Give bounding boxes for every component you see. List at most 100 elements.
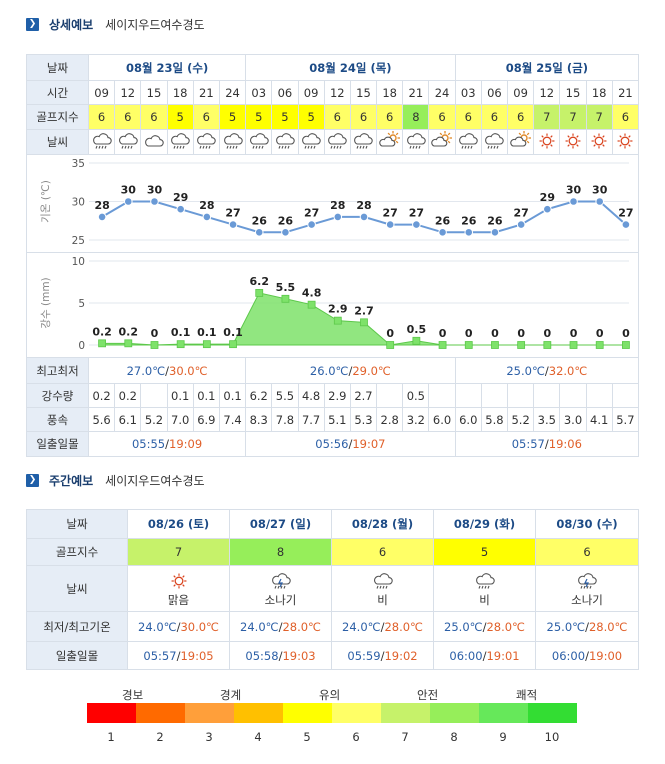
wind-cell: 7.7 [297,407,325,432]
rainfall-cell [585,383,613,408]
rain-cloud-icon [192,129,220,155]
separator: / [165,437,169,451]
separator: / [380,648,385,663]
rain-cloud-icon [114,129,142,155]
min-temp: 24.0℃ [240,619,279,634]
separator: / [585,648,589,663]
time-cell: 09 [507,80,535,105]
sun-cloud-icon [507,129,535,155]
weekly-minmax-cell: 25.0℃/28.0℃ [535,611,639,642]
sun-cloud-icon [376,129,404,155]
legend-color-swatch [234,703,283,723]
weekly-day-header: 08/27 (일) [229,509,332,539]
temperature-data-label: 26 [461,214,477,227]
rainfall-data-label: 0 [517,327,525,340]
chevron-right-icon: ❯ [26,17,39,31]
rainfall-point [464,341,473,349]
temperature-point [595,197,605,206]
detail-section-header: ❯ 상세예보 세이지우드여수경도 [26,15,205,33]
weekly-sun-cell: 05:57/19:05 [127,641,230,670]
time-cell: 15 [140,80,168,105]
weekly-minmax-cell: 24.0℃/30.0℃ [127,611,230,642]
rainfall-point [386,341,395,349]
day-header: 08월 25일 (금) [454,54,640,81]
rainfall-point [202,340,211,349]
rain-cloud-icon [480,129,509,155]
sun-icon [585,129,613,155]
golf-index-cell: 6 [323,104,351,130]
time-cell: 15 [349,80,378,105]
legend-color-swatch [430,703,479,723]
golf-index-cell: 6 [140,104,168,130]
rainfall-data-label: 0 [544,327,552,340]
y-tick-label: 5 [78,298,85,310]
day-header: 08월 23일 (수) [87,54,247,81]
rainfall-area-chart: 0 5 10 강수 (mm) 0.2 0.2 0 0.1 0.1 0.1 6.2 5.5 4.8 2.9 2… [40,256,630,352]
sun-icon [533,129,561,155]
rainfall-cell: 0.2 [87,383,116,408]
y-axis-label: 기온 (℃) [40,180,52,223]
rainfall-cell [559,383,587,408]
sunset-time: 19:01 [486,648,520,663]
sunset-time: 19:02 [384,648,418,663]
rainfall-cell: 2.9 [323,383,351,408]
rainfall-data-label: 4.8 [302,287,322,300]
golf-index-cell: 8 [402,104,430,130]
temperature-data-label: 28 [330,199,345,212]
rainfall-data-label: 5.5 [276,281,296,294]
temperature-data-label: 30 [592,184,608,197]
golf-index-cell: 6 [87,104,116,130]
weekly-day-header: 08/28 (월) [331,509,434,539]
wind-cell: 8.3 [245,407,273,432]
golf-index-cell: 5 [166,104,194,130]
minmax-row: 최고최저 27.0℃/30.0℃ 26.0℃/29.0℃ 25.0℃/32.0℃ [26,357,640,384]
weekly-weather-cell: 소나기 [229,565,332,612]
sunrise-time: 05:55 [131,437,166,451]
rainfall-chart: 0 5 10 강수 (mm) 0.2 0.2 0 0.1 0.1 0.1 6.2 5.5 4.8 2.9 2… [26,252,639,358]
golf-index-cell: 7 [585,104,613,130]
rain-cloud-icon [323,129,351,155]
separator: / [585,619,589,634]
sunrise-time: 06:00 [449,648,483,663]
rainfall-point [124,339,133,348]
temperature-point [490,228,500,237]
legend-number: 6 [352,730,360,744]
wind-cell: 7.8 [271,407,299,432]
temperature-point [176,204,185,214]
detail-location: 세이지우드여수경도 [105,17,205,32]
sunset-time: 19:00 [588,648,623,663]
rainfall-cell: 2.7 [349,383,378,408]
legend-number: 3 [205,730,213,744]
rainfall-cell: 4.8 [297,383,325,408]
legend-number: 8 [450,730,458,744]
temperature-data-label: 27 [225,207,240,220]
golf-index-cell: 6 [376,104,404,130]
sun-cloud-icon [428,129,456,155]
weekly-minmax-cell: 24.0℃/28.0℃ [229,611,332,642]
rainfall-point [150,341,159,349]
wind-cell: 3.0 [559,407,587,432]
legend-number: 10 [544,730,560,744]
rainfall-cell: 0.2 [114,383,142,408]
golf-index-cell: 6 [114,104,142,130]
legend-color-swatch [185,703,234,723]
legend-number: 2 [156,730,164,744]
temperature-data-label: 27 [304,207,319,220]
rainfall-cell [533,383,561,408]
weekly-sun-cell: 06:00/19:01 [433,641,536,670]
sun-icon [611,129,640,155]
time-cell: 18 [166,80,194,105]
rainfall-cell: 0.1 [192,383,220,408]
rainfall-row: 강수량 0.2 0.2 0.1 0.1 0.1 6.2 5.5 4.8 2.9 2.7 0.5 [26,383,640,408]
weekly-sun-cell: 05:59/19:02 [331,641,434,670]
weekly-weather-text: 소나기 [571,592,603,607]
sun-cell: 05:56/19:07 [245,431,456,457]
max-temp: 29.0℃ [352,363,391,378]
temperature-point [385,220,395,229]
rainfall-point [333,316,342,325]
golf-index-label: 골프지수 [26,104,89,130]
legend-color-swatch [381,703,430,723]
y-tick-label: 30 [72,197,85,209]
date-label: 날짜 [26,54,89,81]
sun-icon [129,571,229,594]
